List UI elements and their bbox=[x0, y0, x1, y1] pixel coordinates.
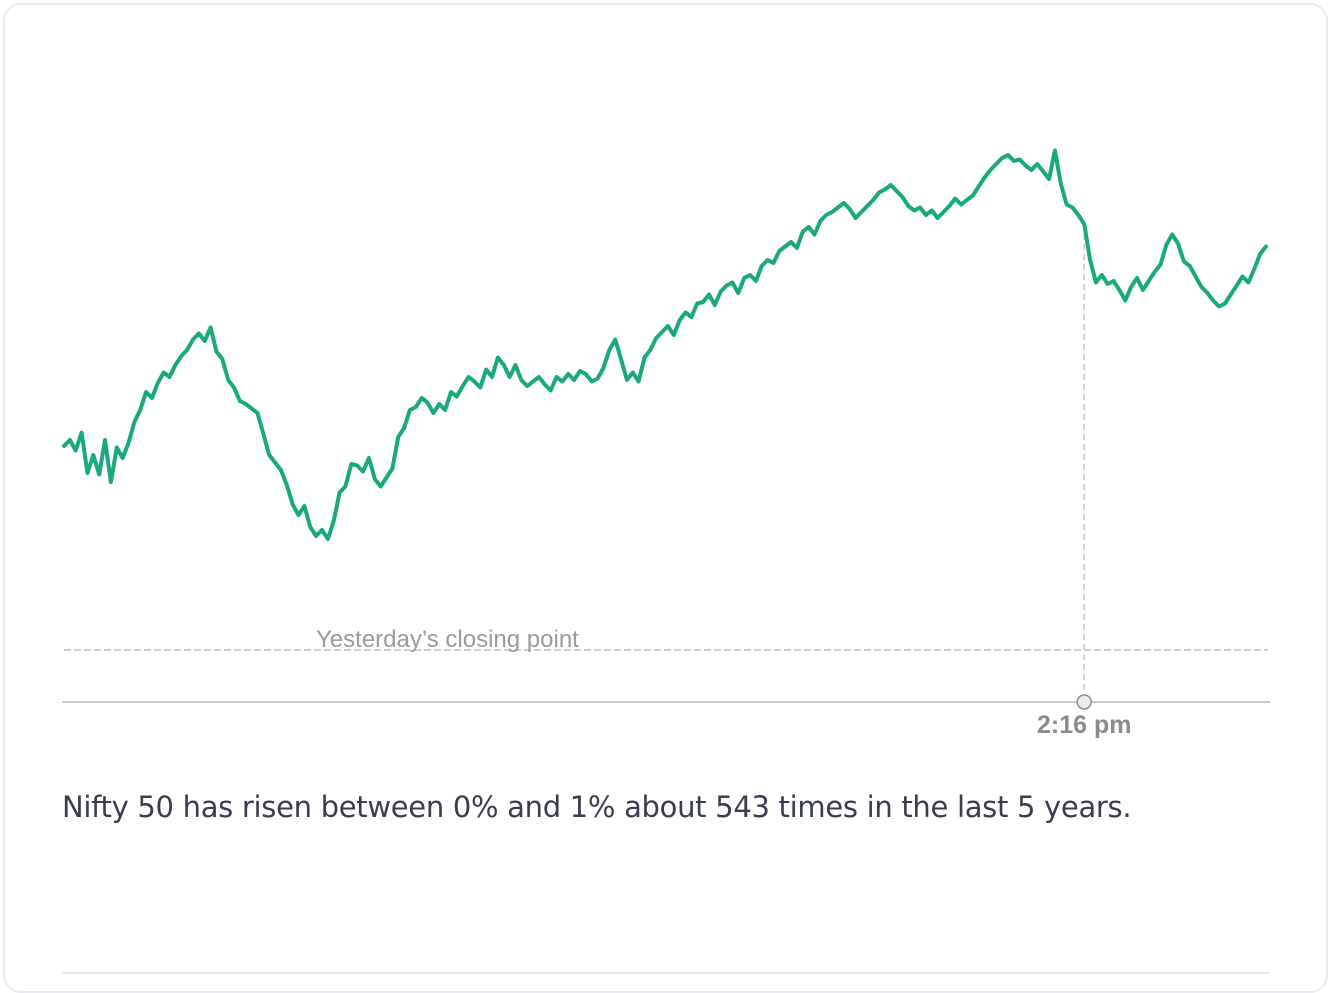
series-line bbox=[62, 148, 1268, 541]
intraday-chart: Yesterday’s closing point 2:16 pm bbox=[62, 148, 1270, 739]
closing-reference-label: Yesterday’s closing point bbox=[316, 626, 579, 653]
time-marker-handle[interactable] bbox=[1076, 694, 1092, 710]
divider bbox=[62, 972, 1270, 974]
summary-caption: Nifty 50 has risen between 0% and 1% abo… bbox=[62, 790, 1132, 824]
time-marker-label: 2:16 pm bbox=[1037, 711, 1131, 739]
chart-card bbox=[3, 3, 1328, 993]
